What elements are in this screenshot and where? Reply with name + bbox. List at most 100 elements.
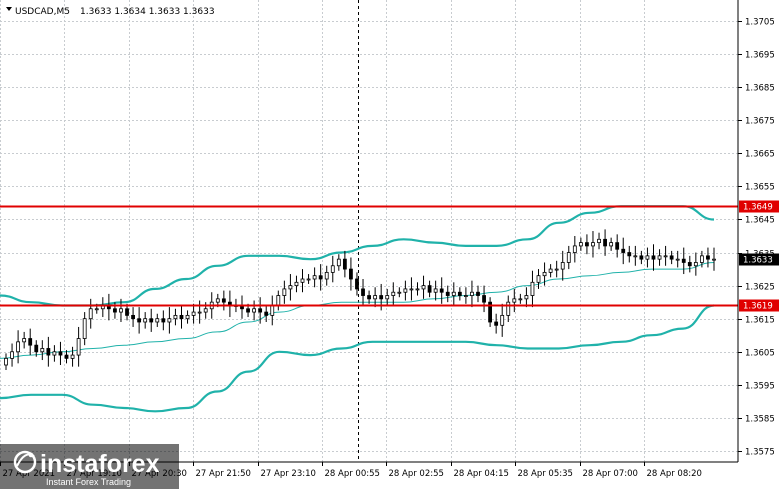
candle-body[interactable] [173,314,178,320]
candle-body[interactable] [693,262,698,267]
candle-body[interactable] [264,311,269,316]
candle-body[interactable] [421,285,426,290]
candle-body[interactable] [621,248,626,253]
candle-body[interactable] [530,281,535,296]
candle-body[interactable] [4,357,8,366]
candle-body[interactable] [554,268,559,271]
candle-body[interactable] [699,255,704,263]
candle-body[interactable] [494,321,499,326]
candle-body[interactable] [294,281,299,287]
candle-body[interactable] [633,255,638,258]
candle-body[interactable] [439,288,444,293]
candle-body[interactable] [282,288,287,296]
candle-body[interactable] [179,314,184,320]
candle-body[interactable] [609,242,614,247]
candle-body[interactable] [488,301,493,323]
candle-body[interactable] [409,288,414,291]
candle-body[interactable] [627,252,632,257]
candle-body[interactable] [355,278,359,290]
candle-body[interactable] [585,242,589,247]
candle-body[interactable] [246,308,250,313]
candles[interactable] [4,229,716,370]
candle-body[interactable] [572,245,577,253]
candle-body[interactable] [306,278,311,281]
candle-body[interactable] [342,258,347,270]
candle-body[interactable] [367,295,371,300]
candle-body[interactable] [451,291,456,296]
candle-body[interactable] [131,314,135,320]
candle-body[interactable] [663,255,668,258]
candle-body[interactable] [76,338,81,356]
candle-body[interactable] [300,278,305,283]
candle-body[interactable] [119,308,123,313]
candle-body[interactable] [524,295,529,300]
candle-body[interactable] [457,291,462,296]
candle-body[interactable] [10,351,14,359]
candle-body[interactable] [58,351,63,356]
candle-body[interactable] [482,295,486,303]
candle-body[interactable] [379,295,384,300]
candle-body[interactable] [470,291,474,296]
candle-body[interactable] [578,242,583,247]
candle-body[interactable] [445,291,450,296]
candle-body[interactable] [149,318,154,323]
candle-body[interactable] [185,314,190,320]
candle-body[interactable] [542,271,547,277]
candle-body[interactable] [203,308,208,313]
candle-body[interactable] [270,305,275,316]
candle-body[interactable] [52,351,57,356]
candle-body[interactable] [167,318,172,323]
candle-body[interactable] [500,314,505,326]
candle-body[interactable] [645,255,650,260]
candle-body[interactable] [361,288,365,296]
candle-body[interactable] [415,288,420,291]
candle-body[interactable] [476,291,480,296]
candle-body[interactable] [373,295,378,300]
candle-body[interactable] [155,318,160,323]
candle-body[interactable] [385,295,390,300]
candle-body[interactable] [34,344,39,353]
candle-body[interactable] [681,258,686,263]
candle-body[interactable] [88,308,93,320]
candle-body[interactable] [657,255,662,260]
candle-body[interactable] [336,258,341,267]
candle-body[interactable] [221,298,226,303]
candle-body[interactable] [712,258,716,261]
candle-body[interactable] [349,268,353,280]
candle-body[interactable] [64,354,69,359]
candle-body[interactable] [706,255,710,260]
candle-body[interactable] [28,338,33,346]
price-axis[interactable]: 1.3705 1.3695 1.3685 1.3675 1.3665 1.3655 1.36… [737,0,775,462]
candle-body[interactable] [40,348,45,353]
candle-body[interactable] [125,308,129,316]
candle-body[interactable] [433,288,438,293]
candle-body[interactable] [427,285,432,293]
candle-body[interactable] [615,242,620,250]
candle-body[interactable] [70,354,75,359]
candle-body[interactable] [312,275,317,280]
candle-body[interactable] [161,318,166,323]
candle-body[interactable] [536,275,541,283]
candle-body[interactable] [94,308,99,311]
candle-body[interactable] [548,268,553,273]
candle-body[interactable] [46,348,51,356]
candle-body[interactable] [651,255,656,260]
candle-body[interactable] [16,341,21,353]
candle-body[interactable] [252,308,257,313]
candle-body[interactable] [82,318,87,339]
candle-body[interactable] [197,311,202,314]
candle-body[interactable] [215,298,220,303]
candle-body[interactable] [512,298,517,303]
candle-body[interactable] [318,275,323,280]
candle-body[interactable] [518,298,523,301]
candle-body[interactable] [603,238,607,247]
candle-body[interactable] [566,252,571,263]
candle-body[interactable] [506,301,511,316]
candle-body[interactable] [675,258,680,261]
candle-body[interactable] [463,295,468,297]
horizontal-levels[interactable]: 1.3649 1.3619 1.3633 [0,200,779,312]
candle-body[interactable] [143,318,148,323]
candle-body[interactable] [258,308,263,313]
candle-body[interactable] [403,288,408,293]
